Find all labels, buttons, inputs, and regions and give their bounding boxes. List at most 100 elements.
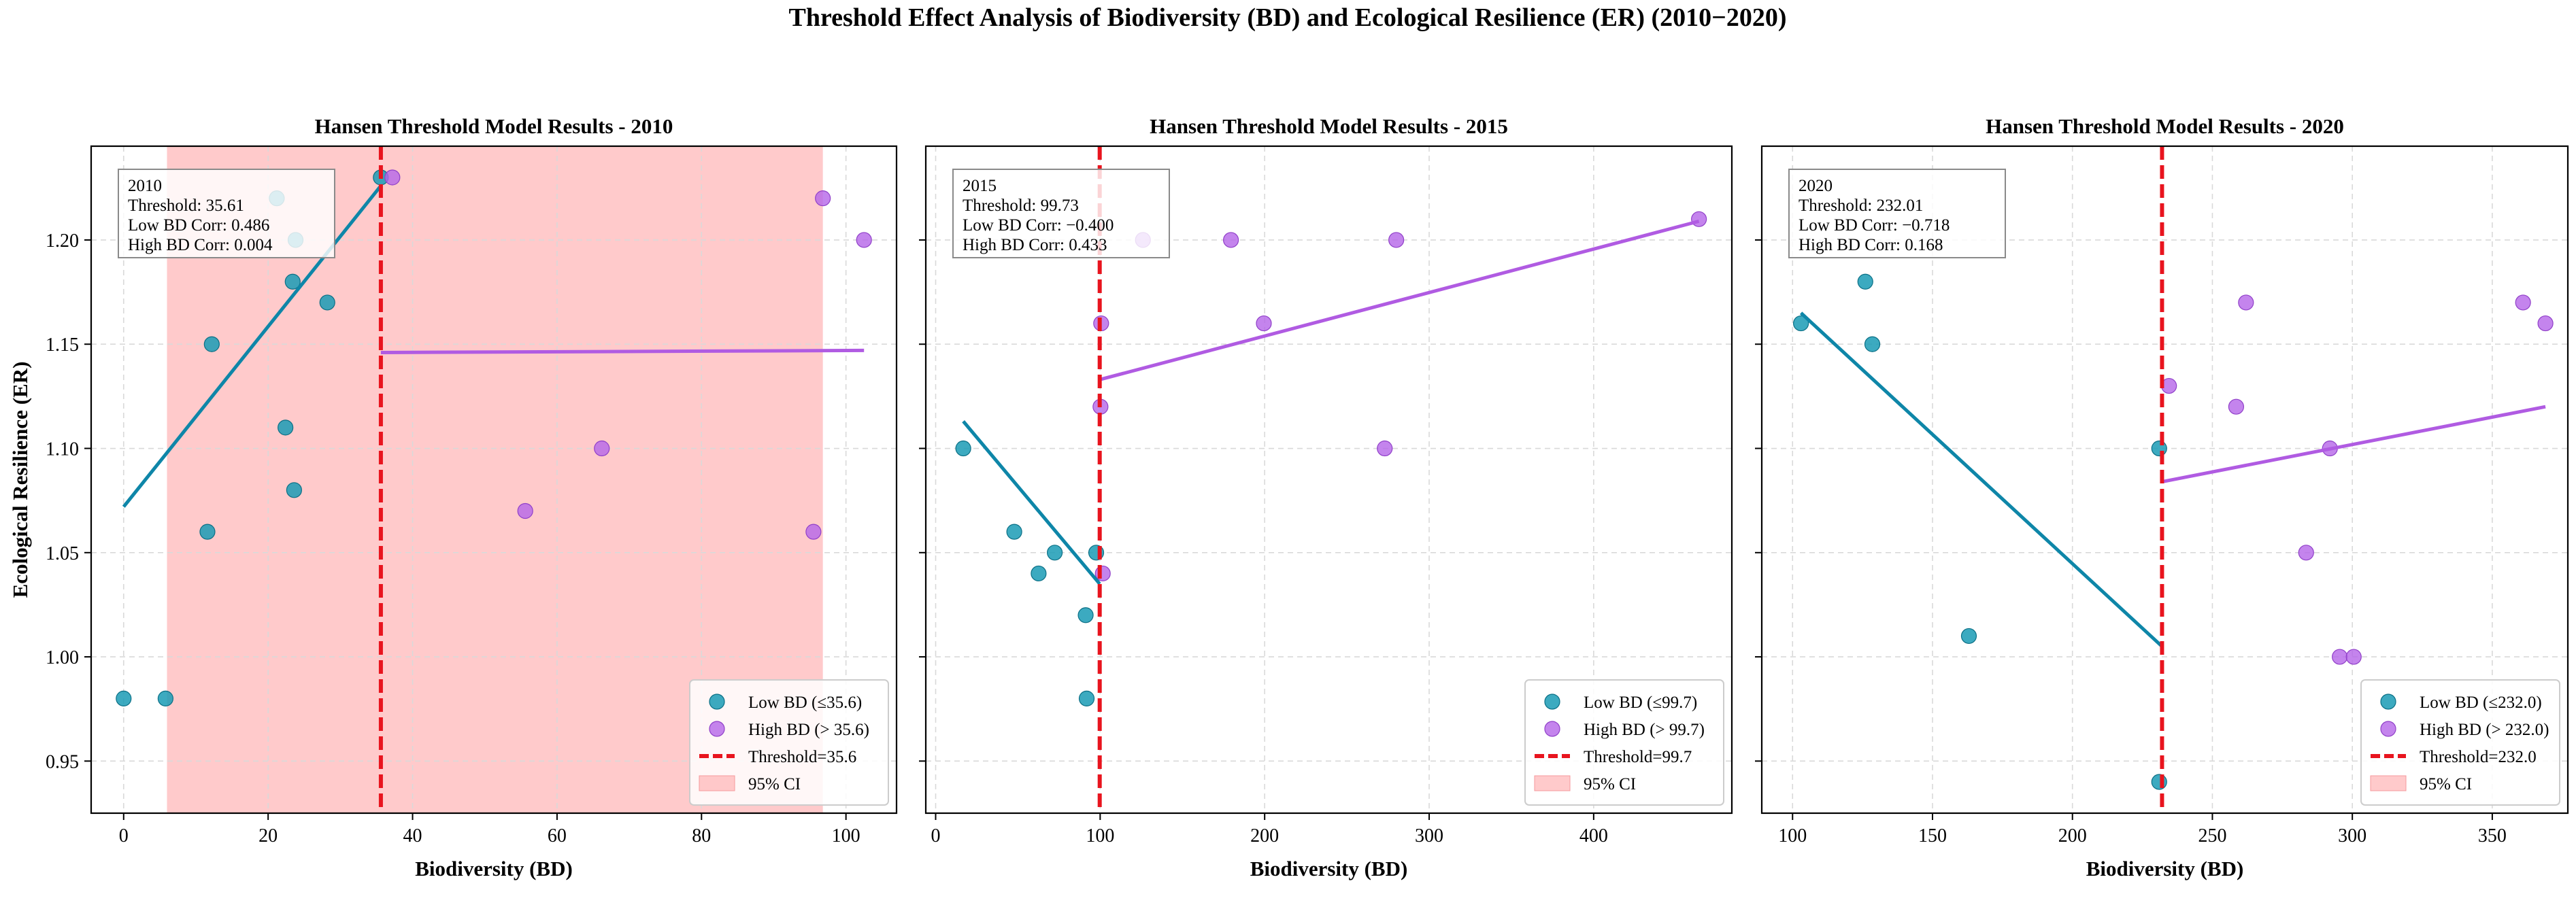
annotation-box [118, 169, 335, 258]
legend-label: Threshold=35.6 [748, 748, 856, 766]
x-tick-label: 60 [548, 825, 567, 846]
legend-label: Low BD (≤35.6) [748, 694, 862, 712]
legend-box [689, 679, 889, 806]
high-bd-point [1256, 315, 1272, 332]
panel-title: Hansen Threshold Model Results - 2020 [1986, 114, 2344, 138]
high-bd-point [2345, 649, 2362, 665]
high-bd-fit-line [1099, 219, 1700, 381]
legend-marker-ci [699, 775, 735, 791]
x-tick-label: 0 [931, 825, 941, 846]
legend-box [1524, 679, 1724, 806]
legend-box [2360, 679, 2560, 806]
plot-frame [90, 145, 898, 815]
y-tick-label: 1.05 [46, 543, 79, 564]
low-bd-point [278, 420, 294, 436]
low-bd-point [1046, 545, 1063, 561]
legend-label: High BD (> 99.7) [1584, 721, 1705, 739]
low-bd-point [1793, 315, 1809, 332]
low-bd-point [1077, 607, 1094, 623]
low-bd-fit-line [962, 420, 1101, 585]
annotation-line: Threshold: 35.61 [128, 196, 244, 215]
low-bd-point [1864, 336, 1881, 352]
legend-label: 95% CI [1584, 775, 1636, 793]
plot-frame [924, 145, 1733, 815]
low-bd-fit-line [122, 184, 382, 508]
y-tick-label: 1.20 [46, 230, 79, 252]
low-bd-point [284, 273, 301, 290]
legend-label: Threshold=99.7 [1584, 748, 1692, 766]
panel-title: Hansen Threshold Model Results - 2015 [1150, 114, 1508, 138]
x-tick-label: 100 [1778, 825, 1807, 846]
legend-marker-high [2380, 721, 2396, 737]
low-bd-fit-line [1799, 311, 2164, 648]
annotation-line: Threshold: 99.73 [963, 196, 1079, 215]
x-tick-label: 100 [1086, 825, 1114, 846]
legend-marker-ci [2370, 775, 2407, 791]
high-bd-point [1388, 232, 1405, 248]
low-bd-point [116, 690, 132, 706]
figure-title: Threshold Effect Analysis of Biodiversit… [788, 3, 1786, 32]
x-tick-label: 0 [119, 825, 129, 846]
legend-label: High BD (> 232.0) [2420, 721, 2549, 739]
low-bd-point [1078, 690, 1095, 706]
annotation-line: Low BD Corr: 0.486 [128, 216, 269, 235]
annotation-line: High BD Corr: 0.433 [963, 236, 1107, 254]
x-tick-label: 200 [2058, 825, 2087, 846]
y-tick-label: 0.95 [46, 751, 79, 772]
high-bd-point [2537, 315, 2554, 332]
high-bd-point [805, 524, 822, 540]
high-bd-point [594, 440, 610, 457]
high-bd-point [856, 232, 872, 248]
x-axis-label: Biodiversity (BD) [415, 857, 573, 880]
y-tick-label: 1.10 [46, 439, 79, 460]
high-bd-point [2515, 294, 2531, 311]
plot-frame [1760, 145, 2569, 815]
legend-marker-low [2380, 694, 2396, 710]
annotation-line: 2010 [128, 177, 162, 195]
legend-label: 95% CI [748, 775, 801, 793]
annotation-line: 2015 [963, 177, 997, 195]
annotation-box [952, 169, 1170, 258]
legend-label: Low BD (≤232.0) [2420, 694, 2542, 712]
chart-panel-1: Hansen Threshold Model Results - 2010 0 20… [8, 114, 898, 880]
annotation-line: High BD Corr: 0.168 [1799, 236, 1943, 254]
legend-label: Threshold=232.0 [2420, 748, 2537, 766]
annotation-line: Low BD Corr: −0.718 [1799, 216, 1950, 235]
x-axis-label: Biodiversity (BD) [1250, 857, 1408, 880]
high-bd-point [815, 190, 831, 207]
x-tick-label: 80 [692, 825, 711, 846]
low-bd-point [955, 440, 971, 457]
low-bd-point [286, 482, 302, 498]
legend-marker-low [709, 694, 725, 710]
high-bd-point [2332, 649, 2348, 665]
high-bd-fit-line [2161, 405, 2546, 484]
high-bd-point [2228, 398, 2245, 415]
annotation-box [1788, 169, 2006, 258]
data-layer [955, 146, 1707, 813]
x-tick-label: 300 [2338, 825, 2366, 846]
legend-label: High BD (> 35.6) [748, 721, 869, 739]
high-bd-fit-line [380, 348, 865, 354]
low-bd-point [319, 294, 335, 311]
chart-panel-2: Hansen Threshold Model Results - 2015 0 10… [919, 114, 1733, 880]
x-tick-label: 150 [1918, 825, 1947, 846]
annotation-line: 2020 [1799, 177, 1833, 195]
low-bd-point [2151, 440, 2167, 457]
data-layer [1793, 146, 2554, 813]
high-bd-point [1223, 232, 1239, 248]
y-tick-label: 1.15 [46, 335, 79, 356]
x-axis-label: Biodiversity (BD) [2086, 857, 2244, 880]
legend-marker-high [709, 721, 725, 737]
low-bd-point [1006, 524, 1022, 540]
low-bd-point [199, 524, 216, 540]
low-bd-point [1857, 273, 1873, 290]
low-bd-point [2151, 774, 2167, 790]
high-bd-point [1377, 440, 1393, 457]
high-bd-point [2298, 545, 2314, 561]
annotation-line: High BD Corr: 0.004 [128, 236, 273, 254]
x-tick-label: 400 [1579, 825, 1608, 846]
annotation-line: Threshold: 232.01 [1799, 196, 1923, 215]
x-tick-label: 100 [832, 825, 860, 846]
